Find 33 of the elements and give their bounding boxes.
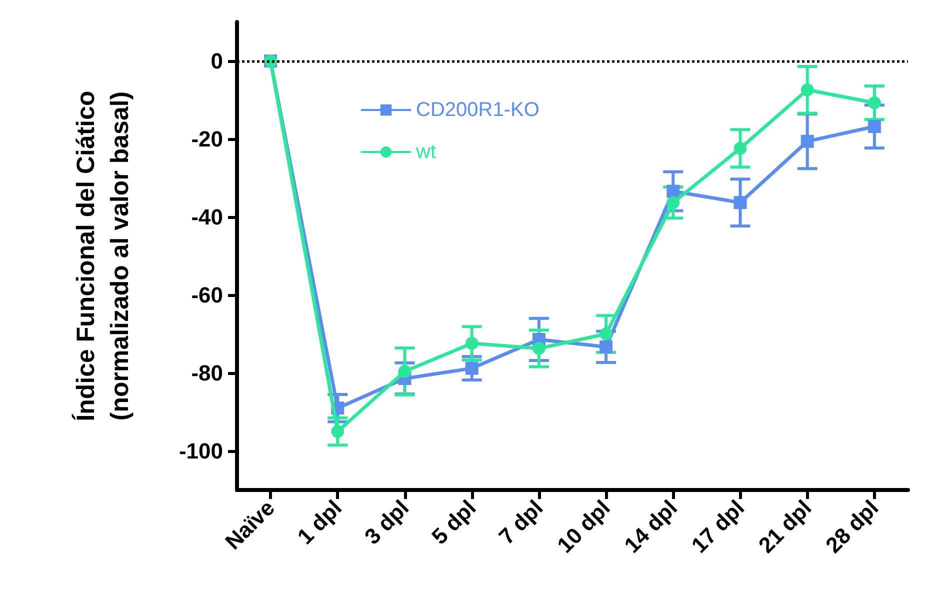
point bbox=[331, 425, 344, 438]
x-tick-label: 3 dpl bbox=[360, 495, 414, 550]
x-tick-label: 14 dpl bbox=[619, 495, 682, 558]
point bbox=[734, 142, 747, 155]
point bbox=[465, 362, 478, 375]
point bbox=[600, 340, 613, 354]
point bbox=[666, 196, 680, 210]
x-tick-label: 17 dpl bbox=[686, 495, 750, 558]
x-tick-label: 10 dpl bbox=[552, 495, 615, 558]
point bbox=[465, 336, 478, 350]
point bbox=[532, 342, 546, 355]
y-tick-label: -40 bbox=[191, 204, 223, 230]
point bbox=[800, 134, 814, 148]
x-tick-label: 5 dpl bbox=[426, 495, 481, 550]
x-tick-label: 28 dpl bbox=[820, 495, 884, 558]
y-tick-label: -20 bbox=[191, 126, 223, 152]
x-tick-label: 7 dpl bbox=[494, 495, 548, 550]
point bbox=[398, 364, 412, 378]
point bbox=[734, 196, 747, 210]
y-tick-label: -80 bbox=[191, 360, 223, 386]
point bbox=[868, 120, 881, 134]
y-axis-title: Índice Funcional del Ciático (normalizado al valor basal) bbox=[71, 90, 134, 422]
point bbox=[868, 96, 881, 110]
x-tick-label: 21 dpl bbox=[754, 495, 816, 558]
y-tick-label: -100 bbox=[178, 438, 223, 464]
y-tick-label: -60 bbox=[191, 282, 223, 308]
y-tick-label: 0 bbox=[210, 48, 223, 74]
legend-label: wt bbox=[415, 141, 436, 163]
legend-label: CD200R1-KO bbox=[416, 99, 540, 121]
x-tick-label: 1 dpl bbox=[292, 495, 346, 550]
point bbox=[600, 328, 613, 340]
point bbox=[666, 184, 680, 198]
point bbox=[800, 83, 814, 96]
